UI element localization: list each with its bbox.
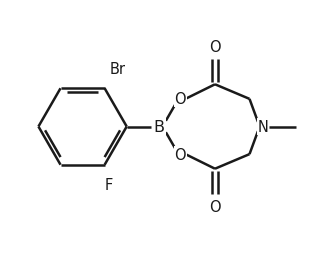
Text: O: O	[175, 92, 186, 107]
Text: N: N	[258, 120, 269, 134]
Text: Br: Br	[109, 62, 125, 77]
Text: O: O	[209, 40, 221, 55]
Text: O: O	[209, 199, 221, 214]
Text: B: B	[154, 120, 165, 134]
Text: O: O	[175, 147, 186, 162]
Text: F: F	[104, 178, 113, 193]
